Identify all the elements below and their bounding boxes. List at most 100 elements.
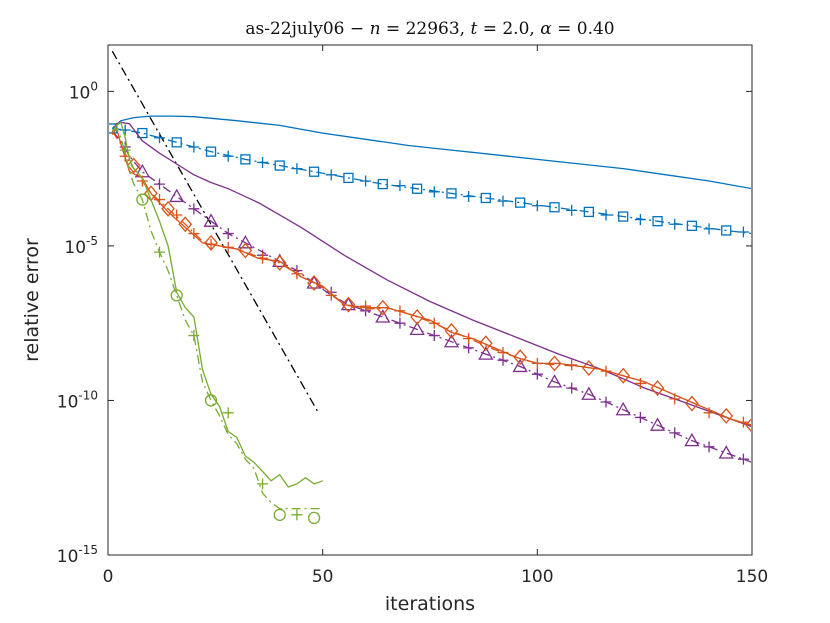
- marker-plus-purple-plus-markers: [634, 411, 646, 423]
- marker-circle-green-dash-dot-circle-: [204, 394, 218, 407]
- marker-diamond-orange-dash-dot-diamond-: [616, 367, 631, 384]
- marker-plus-orange-plus-markers: [171, 209, 183, 221]
- marker-plus-blue-plus-markers: [222, 150, 234, 162]
- marker-triangle-purple-dash-dot-triangle-: [478, 346, 494, 360]
- marker-triangle-purple-dash-dot-triangle-: [237, 234, 254, 249]
- marker-square-blue-dash-dot-square-: [377, 178, 388, 190]
- x-axis-label: iterations: [385, 593, 475, 615]
- marker-square-blue-dash-dot-square-: [240, 154, 251, 165]
- x-tick-label: 150: [736, 567, 768, 587]
- marker-plus-blue-plus-markers: [360, 175, 372, 187]
- marker-plus-green-plus-markers: [222, 407, 234, 419]
- marker-triangle-purple-dash-dot-triangle-: [718, 445, 734, 459]
- marker-triangle-purple-dash-dot-triangle-: [203, 213, 219, 227]
- marker-triangle-purple-dash-dot-triangle-: [546, 374, 563, 388]
- marker-plus-blue-plus-markers: [566, 204, 578, 216]
- marker-plus-orange-plus-markers: [188, 228, 200, 240]
- marker-plus-blue-plus-markers: [257, 156, 269, 168]
- marker-diamond-orange-dash-dot-diamond-: [238, 242, 253, 259]
- marker-triangle-purple-dash-dot-triangle-: [581, 386, 597, 400]
- marker-plus-purple-plus-markers: [566, 382, 578, 394]
- marker-plus-blue-plus-markers: [600, 209, 612, 221]
- axis-ticks: 0 50 100 150 100 10-5 10-10 10-15: [57, 45, 768, 587]
- marker-triangle-purple-dash-dot-triangle-: [409, 321, 425, 336]
- marker-square-blue-dash-dot-square-: [721, 225, 732, 236]
- marker-plus-blue-plus-markers: [703, 223, 715, 235]
- marker-square-blue-dash-dot-square-: [515, 197, 526, 208]
- marker-plus-orange-plus-markers: [222, 241, 234, 253]
- x-tick-label: 0: [103, 567, 114, 587]
- marker-diamond-orange-dash-dot-diamond-: [126, 157, 141, 174]
- chart-title: as-22july06 − n = 22963, t = 2.0, α = 0.…: [245, 19, 614, 39]
- marker-plus-blue-plus-markers: [669, 218, 681, 230]
- y-tick-label: 100: [69, 79, 98, 103]
- marker-circle-green-dash-dot-circle-: [136, 193, 149, 206]
- marker-plus-green-plus-markers: [119, 144, 131, 156]
- marker-plus-purple-plus-markers: [600, 396, 612, 408]
- marker-plus-blue-plus-markers: [531, 200, 543, 212]
- marker-triangle-purple-dash-dot-triangle-: [649, 417, 666, 431]
- series-line-blue-dash-dot-square-: [112, 127, 751, 235]
- marker-diamond-orange-dash-dot-diamond-: [161, 200, 175, 217]
- marker-square-blue-dash-dot-square-: [411, 183, 423, 194]
- marker-diamond-orange-dash-dot-diamond-: [745, 418, 751, 433]
- marker-plus-orange-plus-markers: [531, 357, 543, 369]
- x-tick-label: 50: [312, 567, 334, 587]
- plot-frame: [107, 44, 753, 556]
- y-axis-label: relative error: [21, 238, 43, 362]
- marker-plus-green-plus-markers: [291, 509, 303, 521]
- marker-triangle-purple-dash-dot-triangle-: [169, 188, 185, 203]
- marker-plus-purple-plus-markers: [669, 427, 681, 439]
- marker-square-blue-dash-dot-square-: [652, 216, 663, 227]
- marker-plus-purple-plus-markers: [394, 317, 406, 329]
- marker-plus-orange-plus-markers: [600, 365, 612, 377]
- marker-plus-blue-plus-markers: [394, 180, 406, 192]
- marker-plus-purple-plus-markers: [531, 368, 543, 380]
- plot-area: [108, 45, 752, 555]
- marker-circle-green-dash-dot-circle-: [170, 289, 183, 302]
- marker-triangle-purple-dash-dot-triangle-: [443, 333, 460, 348]
- marker-plus-purple-plus-markers: [463, 342, 475, 354]
- y-tick-label: 10-15: [57, 543, 98, 567]
- marker-plus-orange-plus-markers: [325, 289, 337, 301]
- marker-diamond-orange-dash-dot-diamond-: [581, 360, 596, 376]
- marker-plus-orange-plus-markers: [360, 300, 372, 312]
- marker-plus-blue-plus-markers: [291, 163, 303, 175]
- marker-plus-orange-plus-markers: [428, 317, 440, 329]
- marker-diamond-orange-dash-dot-diamond-: [513, 349, 528, 366]
- marker-plus-orange-plus-markers: [257, 252, 269, 264]
- marker-plus-purple-plus-markers: [222, 228, 234, 240]
- marker-plus-blue-plus-markers: [325, 169, 337, 181]
- marker-square-blue-dash-dot-square-: [137, 127, 148, 139]
- marker-diamond-orange-dash-dot-diamond-: [410, 309, 424, 325]
- marker-plus-orange-plus-markers: [566, 359, 578, 371]
- marker-plus-green-plus-markers: [154, 246, 166, 258]
- x-tick-label: 100: [521, 567, 553, 587]
- marker-square-blue-dash-dot-square-: [549, 202, 560, 213]
- marker-square-blue-dash-dot-square-: [274, 160, 285, 171]
- marker-plus-purple-plus-markers: [428, 330, 440, 342]
- marker-plus-purple-plus-markers: [154, 178, 166, 190]
- marker-plus-orange-plus-markers: [737, 416, 749, 428]
- marker-square-blue-dash-dot-square-: [171, 137, 182, 148]
- marker-square-blue-dash-dot-square-: [480, 192, 491, 204]
- marker-diamond-orange-dash-dot-diamond-: [341, 296, 356, 313]
- marker-diamond-orange-dash-dot-diamond-: [272, 254, 287, 271]
- marker-diamond-orange-dash-dot-diamond-: [478, 335, 493, 352]
- marker-plus-blue-plus-markers: [119, 124, 131, 136]
- marker-triangle-purple-dash-dot-triangle-: [684, 432, 700, 447]
- marker-plus-orange-plus-markers: [634, 377, 646, 389]
- marker-diamond-orange-dash-dot-diamond-: [685, 395, 699, 412]
- series-line-green-solid: [111, 121, 323, 488]
- marker-plus-orange-plus-markers: [154, 194, 166, 206]
- marker-diamond-orange-dash-dot-diamond-: [719, 407, 734, 424]
- marker-diamond-orange-dash-dot-diamond-: [375, 299, 390, 316]
- marker-triangle-purple-dash-dot-triangle-: [375, 309, 391, 323]
- marker-square-blue-dash-dot-square-: [618, 211, 629, 222]
- y-tick-label: 10-10: [57, 388, 98, 412]
- marker-square-blue-dash-dot-square-: [205, 146, 217, 157]
- marker-plus-purple-plus-markers: [737, 453, 749, 465]
- marker-square-blue-dash-dot-square-: [686, 220, 698, 231]
- marker-square-blue-dash-dot-square-: [446, 188, 457, 199]
